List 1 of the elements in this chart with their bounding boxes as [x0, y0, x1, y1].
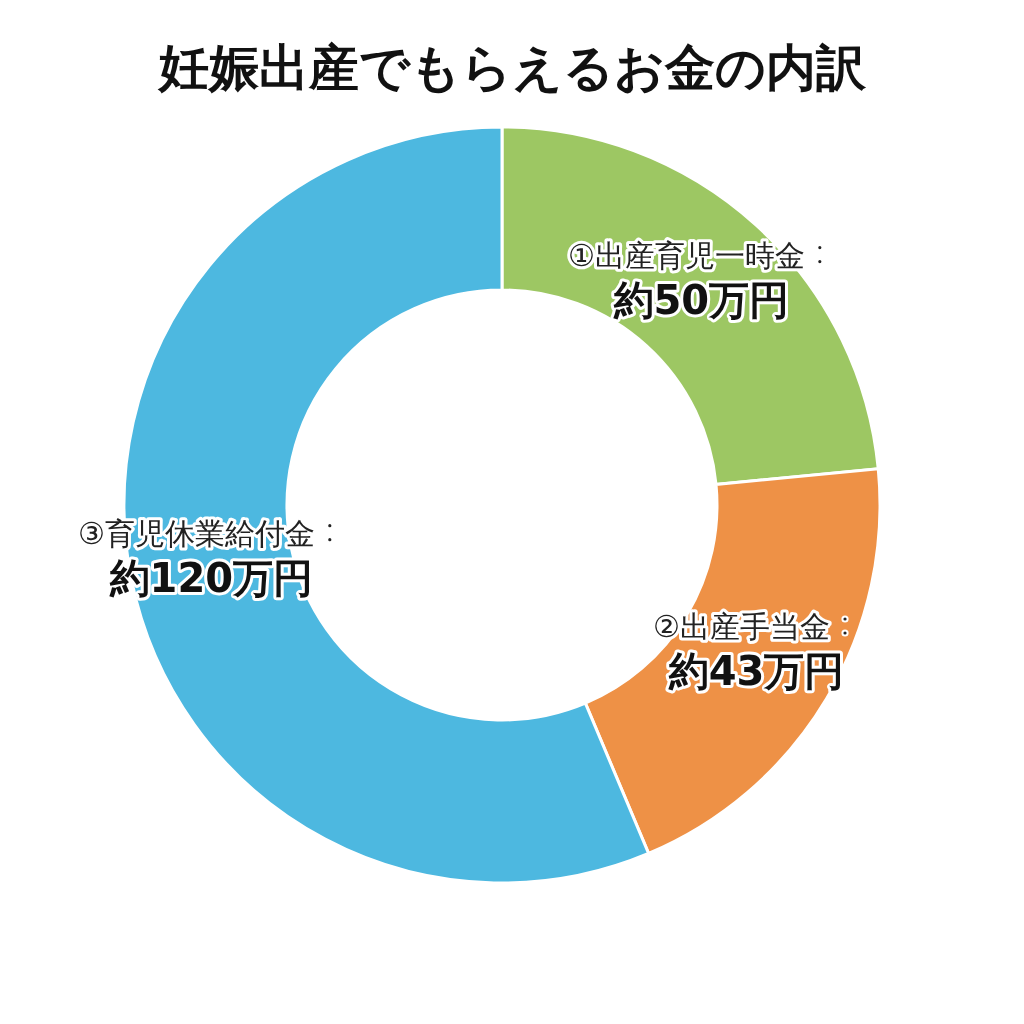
title: 妊娠出産でもらえるお金の内訳: [158, 39, 866, 97]
